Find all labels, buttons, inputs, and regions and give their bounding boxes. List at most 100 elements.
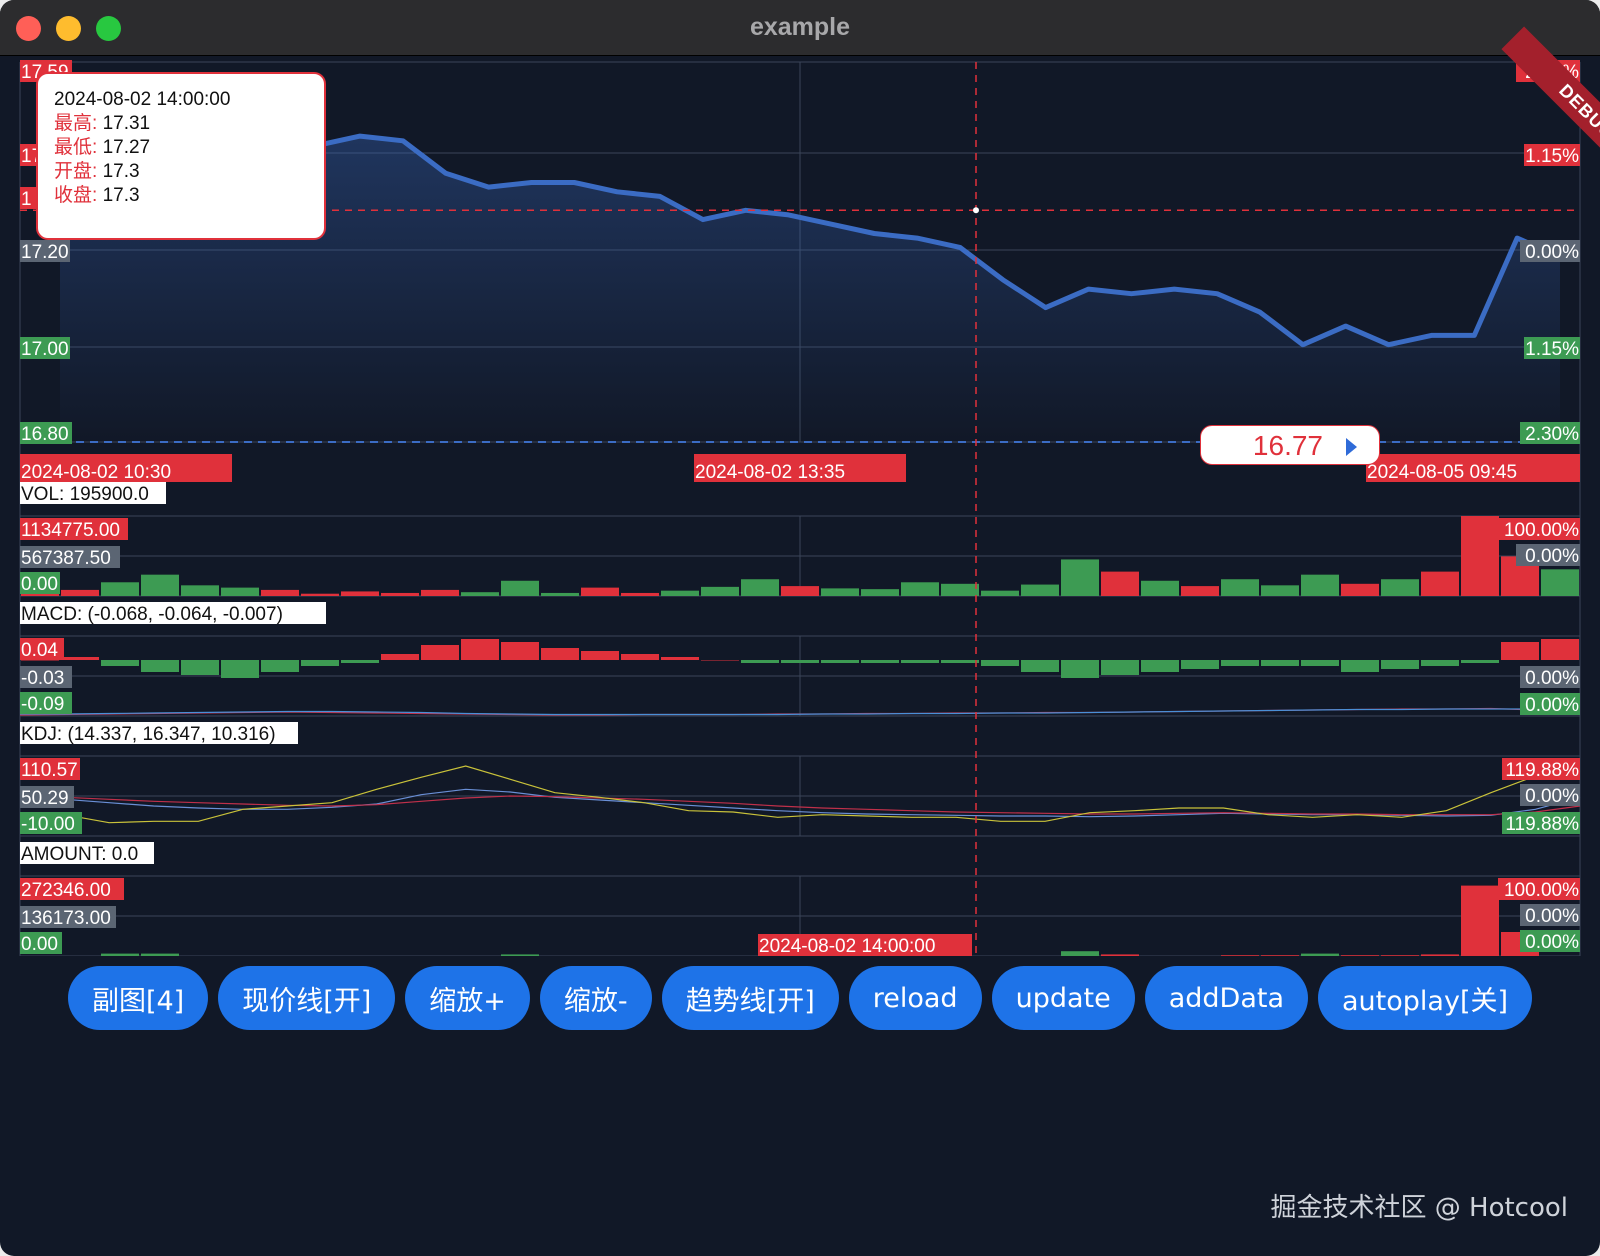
kdj_panel-right-axis-0: 119.88% — [1502, 758, 1580, 781]
kdj_panel-axis-bottom-bg — [20, 812, 82, 834]
toolbar-button-3[interactable]: 缩放- — [539, 966, 652, 1030]
kline-chart[interactable]: 17.5917117.2017.0016.802.30%1.15%0.00%1.… — [0, 56, 1600, 957]
main-right-axis-mid: 0.00% — [1520, 240, 1580, 263]
macd_panel-right-axis-1-text: 0.00% — [1525, 695, 1579, 716]
kdj_panel-axis-top-text: 110.57 — [21, 760, 78, 781]
vol_panel-axis-top-bg — [20, 518, 128, 540]
bar — [581, 651, 619, 660]
toolbar-button-1[interactable]: 现价线[开] — [218, 966, 396, 1030]
macd_panel-title-text: MACD: (-0.068, -0.064, -0.007) — [21, 604, 283, 625]
toolbar-button-7[interactable]: addData — [1144, 966, 1309, 1030]
main-right-axis-bottom-text: 2.30% — [1525, 424, 1579, 445]
amount_panel-title: AMOUNT: 0.0 — [20, 842, 154, 865]
main-axis-bottom: 16.80 — [20, 422, 72, 445]
main-axis-upper-bg — [20, 144, 36, 166]
amount_panel-axis-top-text: 272346.00 — [21, 880, 111, 901]
main-right-axis-lower: 1.15% — [1524, 337, 1580, 360]
bar — [1461, 885, 1499, 956]
bar — [1421, 571, 1459, 596]
amount_panel-axis-bottom-bg — [20, 932, 62, 954]
bar — [821, 660, 859, 663]
macd_panel-axis-bottom-text: -0.09 — [21, 694, 64, 715]
vol_panel-axis-bottom: 0.00 — [20, 572, 60, 595]
macd_panel-axis-top-text: 0.04 — [21, 640, 58, 661]
tooltip-low-value: 17.27 — [102, 137, 151, 158]
bar — [1381, 660, 1419, 669]
kdj_panel-title-bg — [20, 722, 298, 744]
macd_panel-right-axis-0-bg — [1520, 666, 1580, 688]
bar — [781, 660, 819, 663]
bar — [1541, 639, 1579, 660]
bar — [901, 582, 939, 596]
kline-chart-area[interactable]: 17.5917117.2017.0016.802.30%1.15%0.00%1.… — [0, 56, 1600, 957]
candle-info-tooltip: 2024-08-02 14:00:00 最高: 17.31 最低: 17.27 … — [36, 72, 326, 240]
minimize-window-button[interactable] — [56, 16, 81, 41]
bar — [1301, 660, 1339, 666]
bar — [1421, 660, 1459, 666]
kdj_panel-axis-mid: 50.29 — [20, 786, 74, 809]
bar — [1341, 660, 1379, 672]
close-window-button[interactable] — [16, 16, 41, 41]
toolbar-button-6[interactable]: update — [991, 966, 1135, 1030]
bar — [101, 582, 139, 596]
bar — [581, 587, 619, 596]
tooltip-low-label: 最低: — [54, 137, 98, 158]
bar — [661, 590, 699, 596]
bar — [541, 592, 579, 596]
vol_panel-axis-mid: 567387.50 — [20, 546, 120, 569]
bar — [1061, 559, 1099, 596]
main-axis-bottom-text: 16.80 — [21, 424, 69, 445]
vol_panel-title-bg — [20, 482, 166, 504]
time-label-middle-text: 2024-08-02 13:35 — [695, 462, 845, 483]
main-axis-lower-text: 17.00 — [21, 339, 69, 360]
vol_panel-axis-top-text: 1134775.00 — [21, 520, 120, 541]
kdj_panel-title-text: KDJ: (14.337, 16.347, 10.316) — [21, 724, 276, 745]
maximize-window-button[interactable] — [96, 16, 121, 41]
kdj_panel-axis-bottom: -10.00 — [20, 812, 82, 835]
kdj-d-line — [19, 795, 1581, 816]
bar — [261, 589, 299, 596]
current-price-tag[interactable]: 16.77 — [1200, 425, 1380, 465]
bar — [461, 592, 499, 596]
tooltip-open-value: 17.3 — [102, 161, 140, 182]
bar — [1461, 516, 1499, 596]
vol_panel-axis-bottom-text: 0.00 — [21, 574, 58, 595]
amount_panel-axis-mid-text: 136173.00 — [21, 908, 111, 929]
bar — [221, 660, 259, 678]
bar — [141, 574, 179, 596]
main-right-axis-mid-text: 0.00% — [1525, 242, 1579, 263]
time-label-end: 2024-08-05 09:45 — [1366, 454, 1580, 483]
macd_panel-title: MACD: (-0.068, -0.064, -0.007) — [20, 602, 326, 625]
toolbar-button-5[interactable]: reload — [848, 966, 982, 1030]
amount_panel-axis-bottom: 0.00 — [20, 932, 62, 955]
kdj_panel-right-axis-2: 119.88% — [1502, 812, 1580, 835]
bar — [781, 586, 819, 596]
main-right-axis-upper-bg — [1524, 144, 1580, 166]
tooltip-high-value: 17.31 — [102, 113, 151, 134]
macd_panel-right-axis-0: 0.00% — [1520, 666, 1580, 689]
kdj_panel-right-axis-1-bg — [1520, 784, 1580, 806]
toolbar-button-8[interactable]: autoplay[关] — [1318, 966, 1533, 1030]
main-axis-crosshair: 1 — [20, 187, 36, 210]
main-axis-mid: 17.20 — [20, 240, 70, 263]
time-label-start-text: 2024-08-02 10:30 — [21, 462, 171, 483]
kdj_panel-axis-mid-text: 50.29 — [21, 788, 69, 809]
main-axis-mid-bg — [20, 240, 70, 262]
arrow-right-icon — [1346, 438, 1357, 456]
bar — [1221, 660, 1259, 666]
toolbar-button-2[interactable]: 缩放+ — [405, 966, 530, 1030]
toolbar-button-4[interactable]: 趋势线[开] — [661, 966, 839, 1030]
toolbar-button-0[interactable]: 副图[4] — [67, 966, 209, 1030]
bar — [101, 953, 139, 956]
bar — [1261, 955, 1299, 956]
vol_panel-axis-mid-bg — [20, 546, 120, 568]
kdj-k-line — [19, 788, 1581, 818]
tooltip-close-label: 收盘: — [54, 185, 98, 206]
macd_panel-right-axis-1: 0.00% — [1520, 693, 1580, 716]
main-axis-mid-text: 17.20 — [21, 242, 69, 263]
kdj_panel-axis-bottom-text: -10.00 — [21, 814, 75, 835]
bar — [701, 586, 739, 596]
vol_panel-right-axis-1-text: 0.00% — [1525, 546, 1579, 567]
bar — [701, 660, 739, 661]
bar — [1101, 954, 1139, 956]
